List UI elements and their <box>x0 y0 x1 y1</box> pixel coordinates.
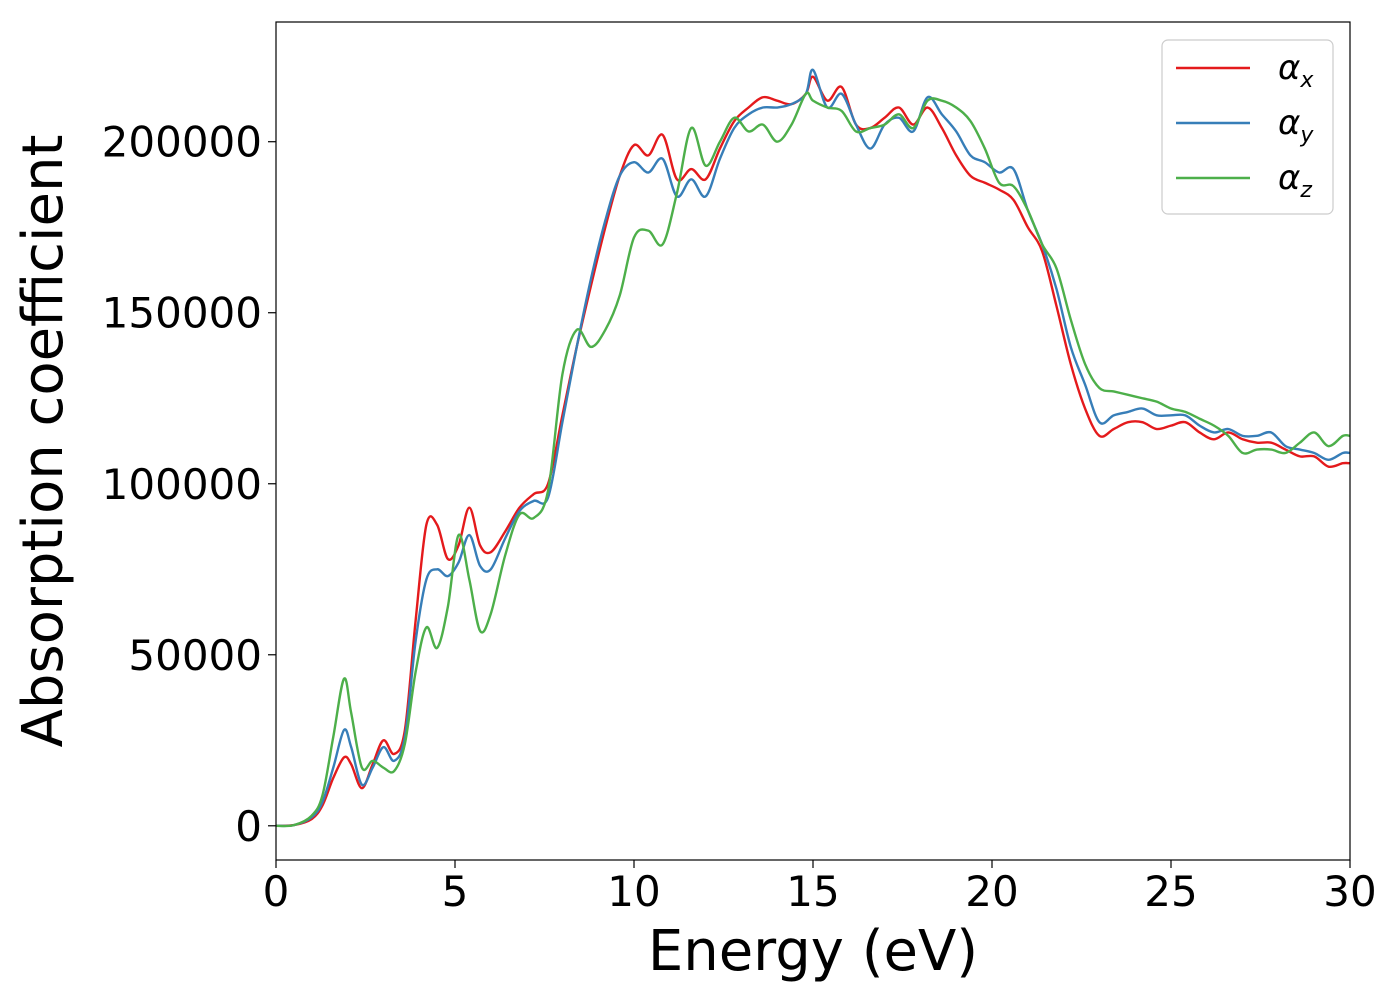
x-tick-label: 15 <box>786 867 839 916</box>
x-tick-label: 5 <box>442 867 469 916</box>
legend-label-main: α <box>1278 158 1300 198</box>
legend-box <box>1161 39 1334 215</box>
x-tick-label: 20 <box>965 867 1018 916</box>
legend-label-x: αx <box>1278 48 1314 93</box>
series-line-z <box>275 91 1351 828</box>
y-tick-label: 200000 <box>102 118 262 167</box>
legend-label-sub: x <box>1299 68 1314 93</box>
legend-label-sub: y <box>1299 123 1314 148</box>
x-axis-title: Energy (eV) <box>648 919 978 984</box>
series-line-y <box>275 68 1351 828</box>
legend-label-main: α <box>1278 103 1300 143</box>
y-tick-label: 100000 <box>102 460 262 509</box>
y-tick-label: 150000 <box>102 289 262 338</box>
x-tick-label: 0 <box>263 867 290 916</box>
y-axis-title: Absorption coefficient <box>11 135 76 748</box>
series-layer <box>275 68 1351 828</box>
x-tick-label: 30 <box>1323 867 1376 916</box>
x-axis-ticks: 0 5 10 15 20 25 30 <box>263 860 1377 916</box>
series-line-x <box>275 75 1351 828</box>
legend-label-sub: z <box>1299 178 1312 203</box>
y-tick-label: 50000 <box>128 631 262 680</box>
legend-label-y: αy <box>1278 103 1314 148</box>
legend-label-main: α <box>1278 48 1300 88</box>
legend-label-z: αz <box>1278 158 1312 203</box>
x-tick-label: 10 <box>607 867 660 916</box>
y-tick-label: 0 <box>235 802 262 851</box>
y-axis-ticks: 0 50000 100000 150000 200000 <box>102 118 276 851</box>
x-tick-label: 25 <box>1144 867 1197 916</box>
